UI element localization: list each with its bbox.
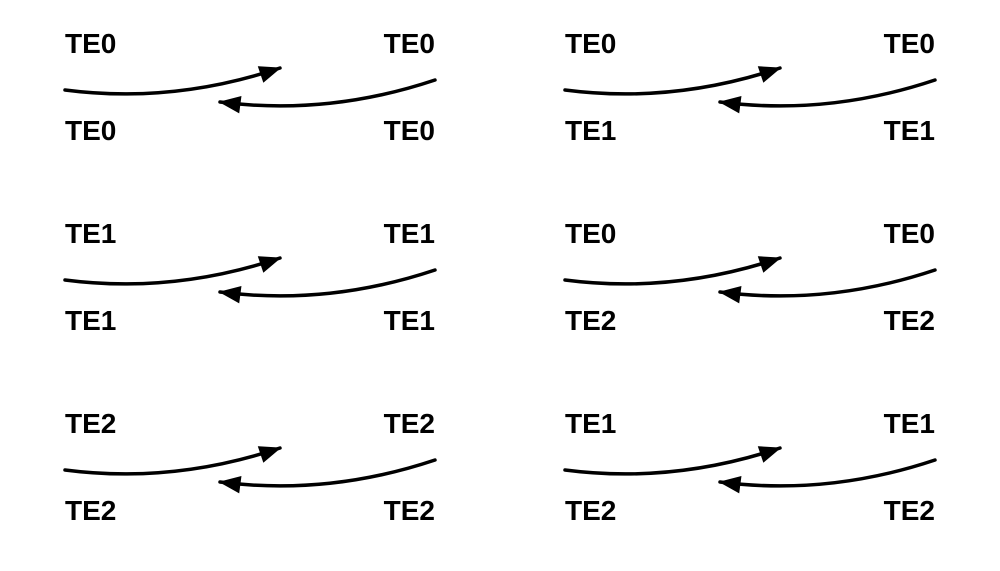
label-top-right: TE2: [384, 408, 435, 440]
label-bottom-right: TE0: [384, 115, 435, 147]
arrow-left: [720, 270, 935, 296]
arrow-right: [65, 258, 280, 284]
label-top-left: TE1: [565, 408, 616, 440]
label-bottom-left: TE2: [565, 495, 616, 527]
label-bottom-right: TE1: [884, 115, 935, 147]
arrow-right: [565, 258, 780, 284]
arrows-layer: [0, 0, 1000, 571]
arrow-left: [720, 460, 935, 486]
label-top-left: TE1: [65, 218, 116, 250]
label-top-left: TE2: [65, 408, 116, 440]
label-bottom-right: TE2: [884, 495, 935, 527]
arrow-left: [220, 80, 435, 106]
label-bottom-right: TE1: [384, 305, 435, 337]
arrow-left: [220, 270, 435, 296]
arrow-right: [65, 448, 280, 474]
arrow-right: [565, 448, 780, 474]
arrow-left: [720, 80, 935, 106]
label-bottom-left: TE1: [65, 305, 116, 337]
arrow-right: [65, 68, 280, 94]
label-top-left: TE0: [565, 28, 616, 60]
diagram-canvas: TE0 TE0 TE0 TE0 TE1 TE1 TE1 TE1 TE2 TE2 TE2 TE2 TE0 T…: [0, 0, 1000, 571]
label-bottom-right: TE2: [884, 305, 935, 337]
label-top-left: TE0: [65, 28, 116, 60]
label-top-right: TE1: [884, 408, 935, 440]
label-bottom-left: TE2: [65, 495, 116, 527]
label-top-right: TE0: [884, 28, 935, 60]
arrow-left: [220, 460, 435, 486]
label-top-right: TE0: [884, 218, 935, 250]
label-bottom-left: TE1: [565, 115, 616, 147]
label-bottom-right: TE2: [384, 495, 435, 527]
label-bottom-left: TE0: [65, 115, 116, 147]
label-top-right: TE0: [384, 28, 435, 60]
label-top-right: TE1: [384, 218, 435, 250]
arrow-right: [565, 68, 780, 94]
label-bottom-left: TE2: [565, 305, 616, 337]
label-top-left: TE0: [565, 218, 616, 250]
